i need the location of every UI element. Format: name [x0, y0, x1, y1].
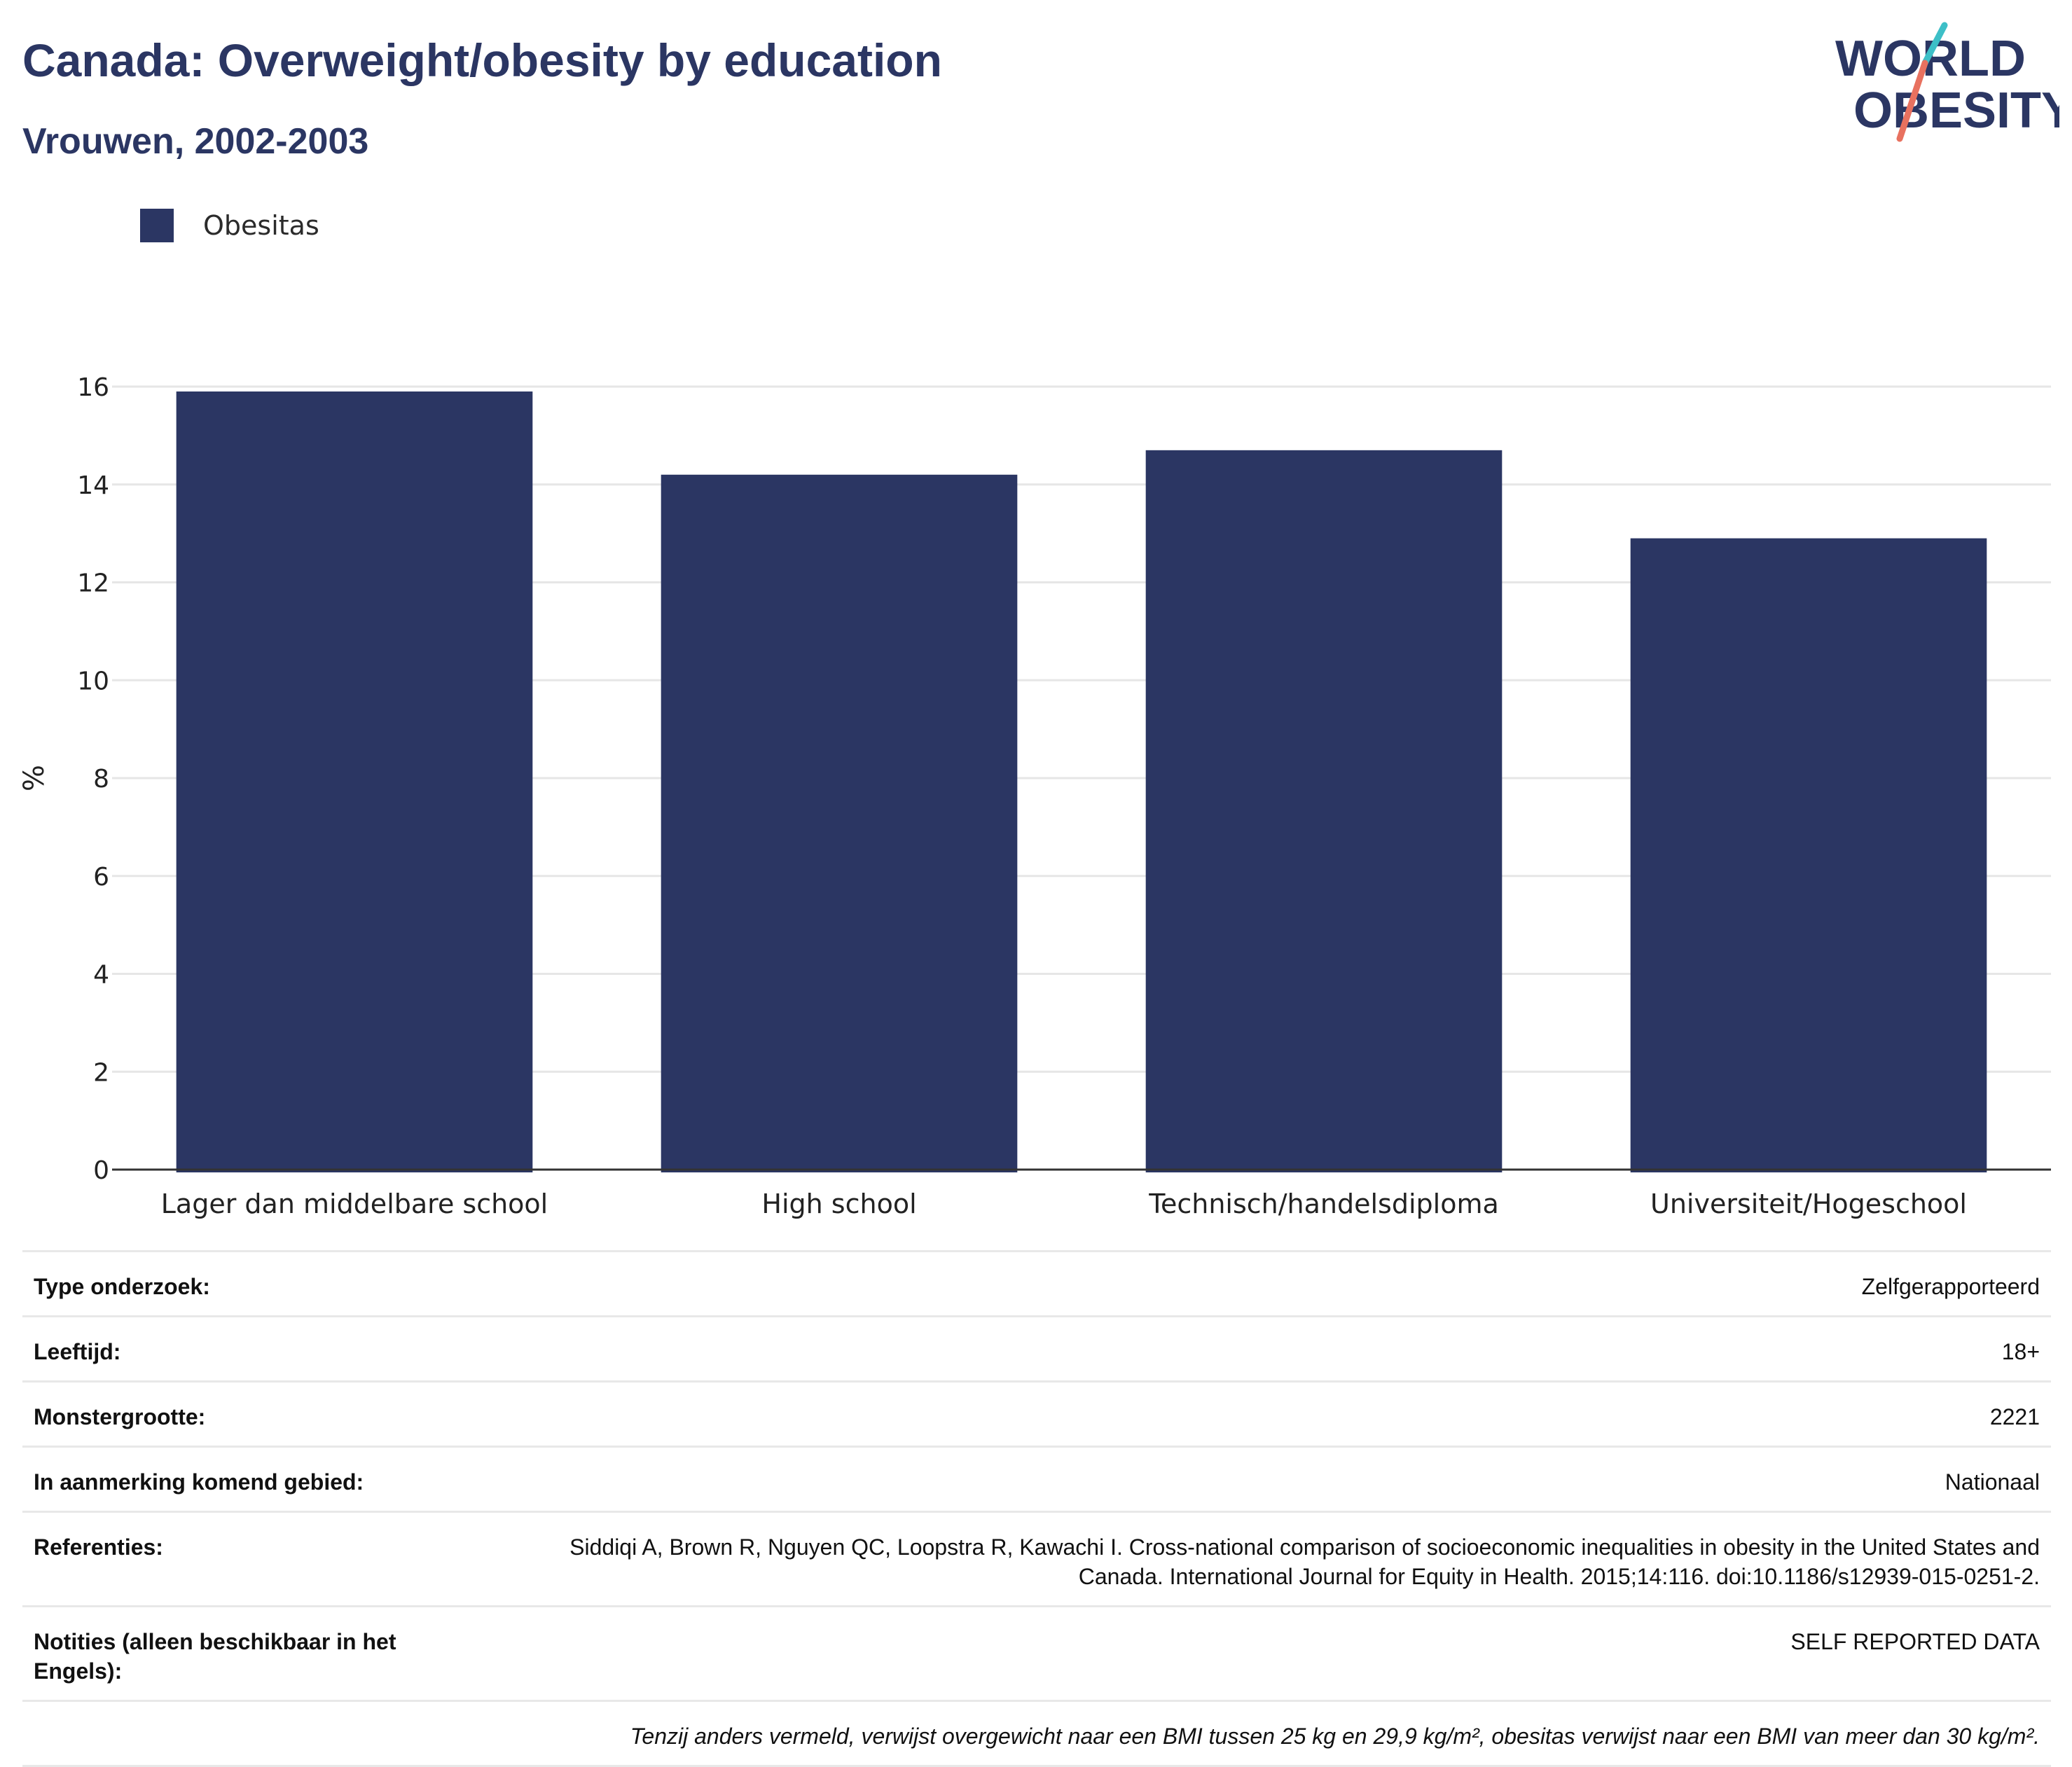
- y-axis-label: %: [18, 765, 50, 791]
- chart-subtitle: Vrouwen, 2002-2003: [22, 121, 369, 162]
- legend-label: Obesitas: [203, 210, 319, 241]
- info-table: Type onderzoek: Zelfgerapporteerd Leeftijd…: [22, 1250, 2051, 1767]
- bar: [1630, 538, 1987, 1172]
- y-tick-label: 6: [93, 863, 109, 892]
- bar: [1145, 450, 1503, 1172]
- y-tick-label: 16: [77, 373, 109, 402]
- x-tick-label: Technisch/handelsdiploma: [1148, 1189, 1499, 1219]
- x-tick-label: Universiteit/Hogeschool: [1650, 1189, 1967, 1219]
- chart-legend: Obesitas: [140, 209, 319, 242]
- chart-title: Canada: Overweight/obesity by education: [22, 34, 942, 86]
- info-key: Referenties:: [34, 1534, 163, 1560]
- info-value: SELF REPORTED DATA: [1790, 1629, 2040, 1654]
- y-tick-label: 10: [77, 667, 109, 695]
- bar: [661, 474, 1018, 1172]
- info-key: Monstergrootte:: [34, 1404, 206, 1429]
- info-value: 18+: [2001, 1339, 2040, 1364]
- footnote: Tenzij anders vermeld, verwijst overgewi…: [22, 1702, 2051, 1767]
- logo-slash-coral: [1896, 60, 1928, 142]
- info-key: Notities (alleen beschikbaar in het Enge…: [34, 1629, 396, 1684]
- logo-line2: OBESITY: [1853, 83, 2059, 139]
- x-tick-label: Lager dan middelbare school: [161, 1189, 548, 1219]
- y-tick-label: 4: [93, 961, 109, 990]
- logo-slash-teal: [1921, 22, 1948, 67]
- legend-swatch: [140, 209, 174, 242]
- x-tick-label: High school: [761, 1189, 916, 1219]
- bar: [176, 391, 533, 1172]
- info-key: Leeftijd:: [34, 1339, 121, 1364]
- info-row: Notities (alleen beschikbaar in het Enge…: [22, 1607, 2051, 1702]
- y-tick-label: 8: [93, 765, 109, 794]
- info-row: Referenties: Siddiqi A, Brown R, Nguyen Q…: [22, 1513, 2051, 1607]
- info-key: Type onderzoek:: [34, 1274, 210, 1299]
- world-obesity-logo: WORLD OBESITY: [1835, 22, 2059, 142]
- y-tick-label: 12: [77, 569, 109, 598]
- info-value: Siddiqi A, Brown R, Nguyen QC, Loopstra …: [569, 1534, 2040, 1589]
- info-key: In aanmerking komend gebied:: [34, 1469, 364, 1495]
- info-row: In aanmerking komend gebied: Nationaal: [22, 1448, 2051, 1513]
- info-row: Type onderzoek: Zelfgerapporteerd: [22, 1250, 2051, 1317]
- y-tick-label: 0: [93, 1156, 109, 1185]
- info-value: Zelfgerapporteerd: [1861, 1274, 2040, 1299]
- y-tick-label: 14: [77, 471, 109, 500]
- info-row: Monstergrootte: 2221: [22, 1383, 2051, 1448]
- bar-chart: 0 2 4 6 8 10 12 14 16% Lager dan middelbare schoo…: [18, 373, 2051, 1219]
- info-row: Leeftijd: 18+: [22, 1317, 2051, 1383]
- y-tick-label: 2: [93, 1058, 109, 1087]
- info-value: Nationaal: [1945, 1469, 2040, 1495]
- info-value: 2221: [1989, 1404, 2040, 1429]
